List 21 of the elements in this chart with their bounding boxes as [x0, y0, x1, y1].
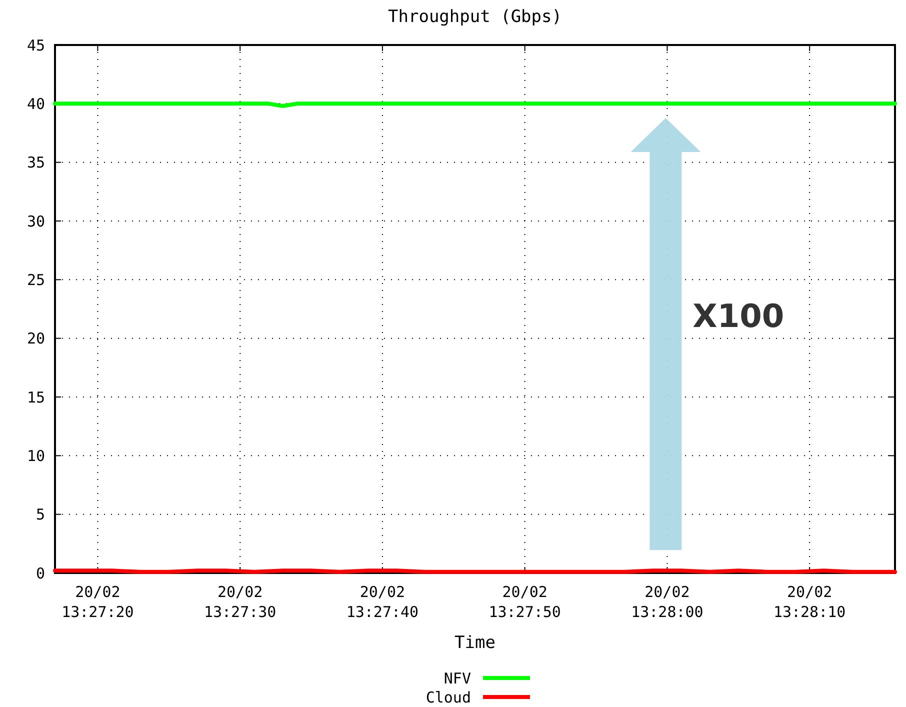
- y-tick-label: 45: [26, 36, 45, 54]
- y-tick-label: 10: [26, 446, 45, 465]
- y-tick-label: 5: [36, 506, 45, 524]
- x-tick-label: 20/02 13:28:10: [773, 583, 846, 621]
- y-tick-label: 30: [26, 212, 45, 230]
- y-tick-label: 20: [26, 330, 45, 348]
- chart-title: Throughput (Gbps): [388, 7, 562, 27]
- x-tick-label: 20/02 13:28:00: [631, 583, 704, 621]
- y-tick-label: 15: [26, 388, 45, 406]
- x-tick-label: 20/02 13:27:40: [346, 583, 419, 621]
- annotation: X100: [692, 297, 784, 335]
- y-tick-label: 25: [26, 270, 45, 289]
- y-tick-label: 35: [26, 154, 45, 172]
- y-tick-label: 40: [26, 94, 45, 113]
- x-tick-label: 20/02 13:27:30: [204, 583, 276, 621]
- x-tick-label: 20/02 13:27:50: [488, 583, 561, 621]
- y-tick-label: 0: [36, 564, 45, 582]
- legend-label: Cloud: [426, 688, 471, 706]
- x-axis-title: Time: [454, 633, 496, 653]
- legend-label: NFV: [444, 669, 471, 688]
- x-tick-label: 20/02 13:27:20: [62, 583, 134, 621]
